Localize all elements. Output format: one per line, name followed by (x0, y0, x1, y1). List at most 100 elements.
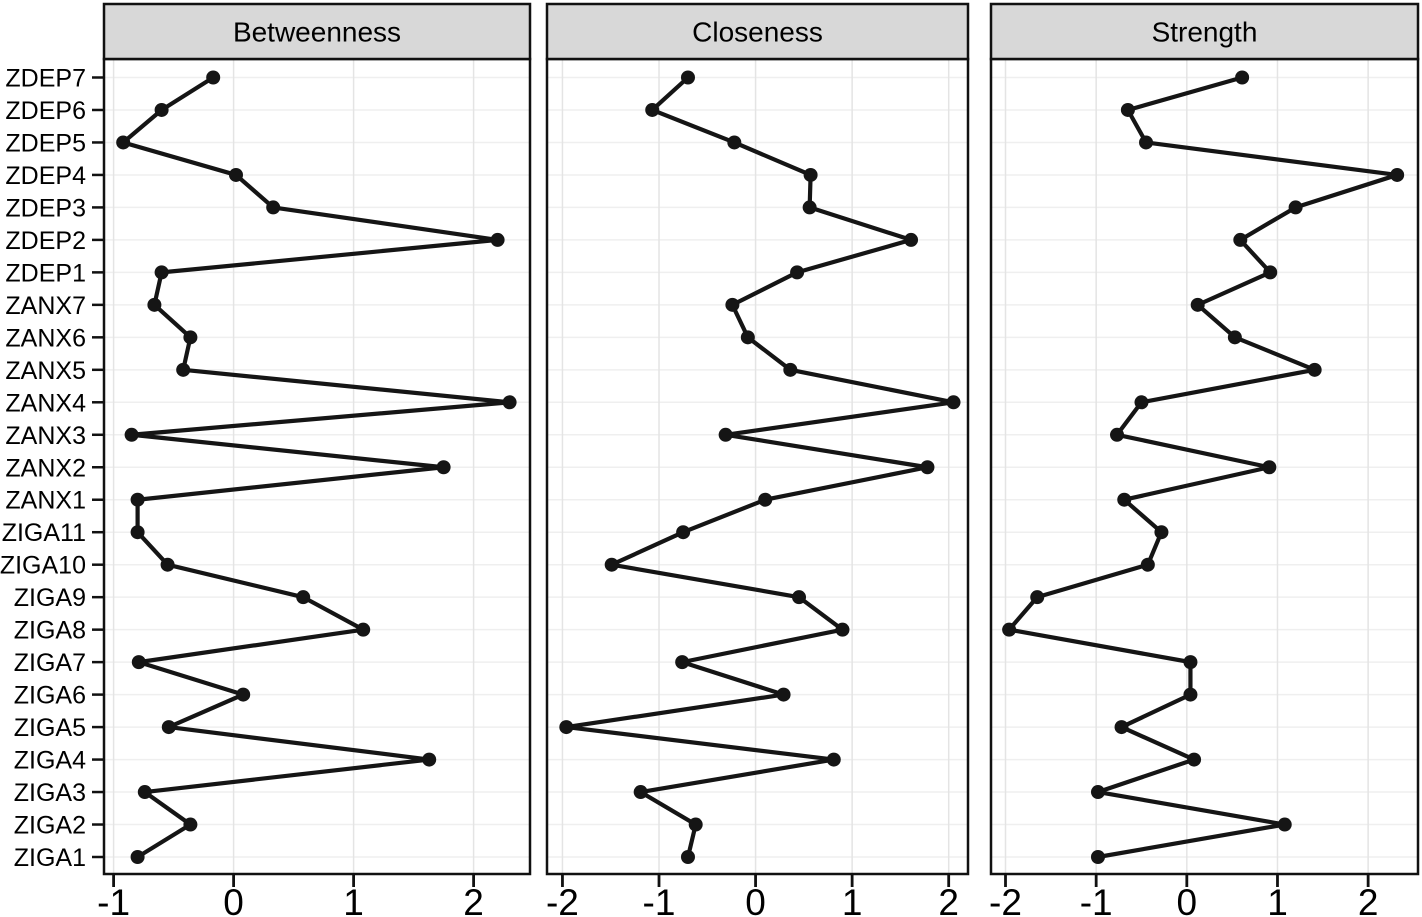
data-point (1134, 395, 1149, 410)
x-tick-label: 1 (1267, 882, 1288, 917)
panel-header (989, 2, 1420, 61)
data-point (422, 752, 437, 767)
y-axis-label: ZDEP6 (5, 97, 86, 125)
data-point (740, 330, 755, 345)
data-point (826, 752, 841, 767)
data-point (130, 850, 145, 864)
y-axis-label: ZIGA11 (2, 519, 86, 547)
y-axis-label: ZIGA7 (14, 649, 86, 677)
y-axis-label: ZIGA2 (14, 812, 86, 840)
data-point (1120, 102, 1135, 117)
y-axis-label: ZIGA6 (14, 682, 86, 710)
data-point (490, 232, 505, 247)
x-tick-label: -2 (546, 882, 579, 917)
data-point (356, 622, 371, 637)
y-axis-label: ZANX7 (5, 292, 86, 320)
data-point (776, 687, 791, 702)
data-point (154, 265, 169, 280)
data-point (1183, 687, 1198, 702)
data-point (137, 785, 152, 800)
data-point (266, 200, 281, 215)
data-point (147, 297, 162, 312)
y-axis-label: ZDEP1 (5, 259, 86, 287)
data-point (803, 167, 818, 182)
data-point (758, 492, 773, 507)
y-axis-label: ZIGA8 (14, 617, 86, 645)
x-tick-label: 0 (223, 882, 244, 917)
y-axis-label: ZDEP2 (5, 227, 86, 255)
data-point (676, 525, 691, 540)
data-point (1110, 427, 1125, 442)
x-tick-label: 2 (463, 882, 484, 917)
x-tick-label: 1 (343, 882, 364, 917)
data-point (1154, 525, 1169, 540)
data-point (680, 850, 695, 864)
data-point (1002, 622, 1017, 637)
y-axis-label: ZDEP7 (5, 65, 86, 93)
panel-title: Betweenness (233, 17, 401, 48)
data-point (124, 427, 139, 442)
data-point (502, 395, 517, 410)
data-point (1190, 297, 1205, 312)
data-point (183, 330, 198, 345)
x-tick-label: 2 (938, 882, 959, 917)
data-point (176, 362, 191, 377)
data-point (783, 362, 798, 377)
panel-header (545, 2, 970, 61)
data-point (1390, 167, 1405, 182)
y-axis-label: ZANX5 (5, 357, 86, 385)
y-axis-label: ZDEP3 (5, 194, 86, 222)
data-point (1227, 330, 1242, 345)
data-point (206, 70, 221, 85)
y-axis-label: ZANX3 (5, 422, 86, 450)
data-point (1277, 817, 1292, 832)
data-point (1233, 232, 1248, 247)
data-point (1183, 655, 1198, 670)
data-point (725, 297, 740, 312)
data-point (1307, 362, 1322, 377)
data-point (790, 265, 805, 280)
data-point (130, 525, 145, 540)
data-point (688, 817, 703, 832)
data-point (236, 687, 251, 702)
data-point (675, 655, 690, 670)
panel-title: Strength (1152, 17, 1258, 48)
data-point (920, 460, 935, 475)
data-point (1139, 135, 1154, 150)
data-point (559, 720, 574, 735)
data-point (1263, 265, 1278, 280)
panel-header (102, 2, 532, 61)
data-point (436, 460, 451, 475)
y-axis-label: ZIGA9 (14, 584, 86, 612)
x-tick-label: -1 (97, 882, 130, 917)
x-tick-label: 1 (842, 882, 863, 917)
data-point (792, 590, 807, 605)
data-point (1187, 752, 1202, 767)
x-tick-label: -2 (989, 882, 1022, 917)
x-tick-label: 0 (745, 882, 766, 917)
y-axis-label: ZANX6 (5, 324, 86, 352)
data-point (296, 590, 311, 605)
x-tick-label: 2 (1358, 882, 1379, 917)
data-point (1262, 460, 1277, 475)
data-point (229, 167, 243, 182)
y-axis-label: ZANX2 (5, 454, 86, 482)
data-point (835, 622, 850, 637)
x-tick-label: -1 (1080, 882, 1113, 917)
x-tick-label: -1 (643, 882, 676, 917)
data-point (1288, 200, 1303, 215)
data-point (116, 135, 131, 150)
data-point (130, 492, 145, 507)
data-point (1140, 557, 1155, 572)
y-axis-label: ZIGA1 (14, 844, 86, 872)
y-axis-label: ZIGA10 (0, 552, 86, 580)
y-axis-label: ZIGA4 (14, 747, 86, 775)
data-point (727, 135, 742, 150)
data-point (1114, 720, 1129, 735)
data-point (1030, 590, 1045, 605)
data-point (154, 102, 169, 117)
data-point (160, 557, 175, 572)
x-tick-label: 0 (1177, 882, 1198, 917)
